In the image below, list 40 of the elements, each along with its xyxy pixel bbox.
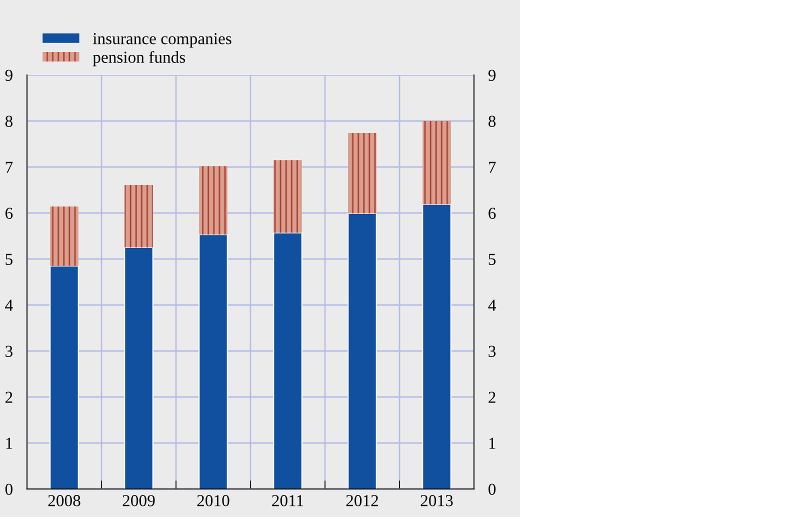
y2-tick-label: 4	[488, 300, 496, 311]
y2-tick-label: 1	[489, 438, 496, 449]
y-tick-label: 0	[5, 484, 12, 495]
y-tick-label: 7	[6, 162, 13, 173]
bar	[124, 184, 153, 248]
bar	[50, 265, 79, 489]
bar	[50, 206, 78, 266]
bar	[348, 132, 376, 214]
x-tick-label: 2009	[122, 495, 155, 506]
bar	[199, 166, 228, 235]
x-tick-label: 2010	[197, 495, 230, 506]
x-tick-label: 2011	[272, 495, 304, 506]
legend-label: pension funds	[92, 50, 186, 66]
y-tick-label: 2	[6, 392, 12, 403]
legend-label: insurance companies	[92, 33, 232, 48]
bar	[422, 121, 451, 204]
y2-tick-label: 9	[488, 70, 496, 81]
y-tick-label: 3	[6, 346, 12, 357]
bar	[273, 232, 302, 489]
y2-tick-label: 5	[488, 254, 496, 265]
y2-tick-label: 8	[488, 116, 496, 127]
bar	[198, 234, 228, 489]
bar	[274, 160, 302, 233]
y-tick-label: 5	[6, 254, 12, 265]
y2-tick-label: 0	[488, 484, 496, 495]
y2-tick-label: 3	[488, 346, 496, 357]
y2-tick-label: 6	[488, 208, 496, 219]
y-tick-label: 1	[6, 438, 12, 449]
x-tick-label: 2008	[48, 495, 80, 506]
y-tick-label: 9	[5, 70, 12, 81]
x-tick-label: 2012	[346, 495, 378, 506]
bar	[422, 204, 452, 489]
y-tick-label: 4	[5, 300, 13, 311]
y2-tick-label: 7	[488, 162, 496, 173]
y2-tick-label: 2	[488, 392, 496, 403]
y-tick-label: 6	[5, 208, 13, 219]
bar	[124, 246, 154, 489]
x-tick-label: 2013	[420, 495, 453, 506]
bar	[348, 212, 377, 489]
y-tick-label: 8	[5, 116, 12, 127]
